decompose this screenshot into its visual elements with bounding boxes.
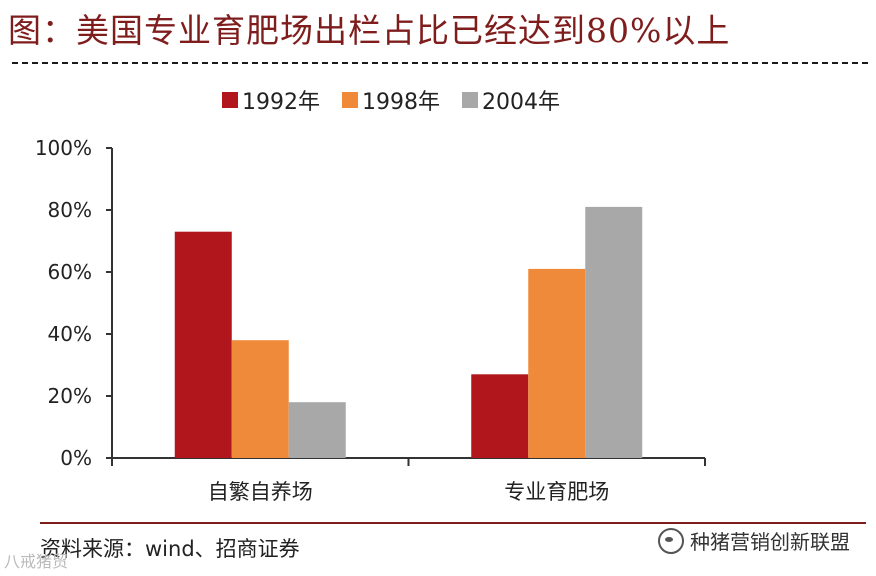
legend-swatch-1998	[342, 92, 358, 108]
y-tick-label: 40%	[48, 322, 92, 346]
legend-label-1992: 1992年	[242, 90, 320, 115]
y-tick-label: 0%	[60, 446, 92, 470]
bar-2004年-专业育肥场	[585, 206, 643, 458]
legend-label-1998: 1998年	[362, 90, 440, 115]
title-divider	[12, 62, 868, 64]
wechat-icon	[658, 527, 684, 554]
legend-item-1992: 1992年	[222, 84, 320, 116]
watermark: 种猪营销创新联盟	[658, 526, 850, 555]
y-tick-label: 60%	[48, 260, 92, 284]
source-note: 资料来源：wind、招商证券	[40, 537, 300, 561]
legend: 1992年 1998年 2004年	[222, 84, 560, 116]
legend-item-1998: 1998年	[342, 84, 440, 116]
bar-1992年-专业育肥场	[471, 374, 529, 458]
bar-1998年-专业育肥场	[528, 268, 586, 458]
corner-watermark: 八戒猪贸	[4, 552, 69, 571]
legend-swatch-2004	[462, 92, 478, 108]
legend-swatch-1992	[222, 92, 238, 108]
y-tick-label: 20%	[48, 384, 92, 408]
x-category-label: 专业育肥场	[504, 480, 609, 504]
bar-2004年-自繁自养场	[288, 402, 346, 458]
bar-1998年-自繁自养场	[231, 340, 289, 458]
chart-title: 图：美国专业育肥场出栏占比已经达到80%以上	[8, 11, 731, 50]
legend-item-2004: 2004年	[462, 84, 560, 116]
bar-1992年-自繁自养场	[174, 231, 232, 458]
x-category-label: 自繁自养场	[208, 480, 313, 504]
watermark-text: 种猪营销创新联盟	[690, 530, 850, 554]
y-tick-label: 80%	[48, 198, 92, 222]
source-divider	[40, 522, 866, 524]
legend-label-2004: 2004年	[482, 90, 560, 115]
y-tick-label: 100%	[35, 136, 92, 160]
